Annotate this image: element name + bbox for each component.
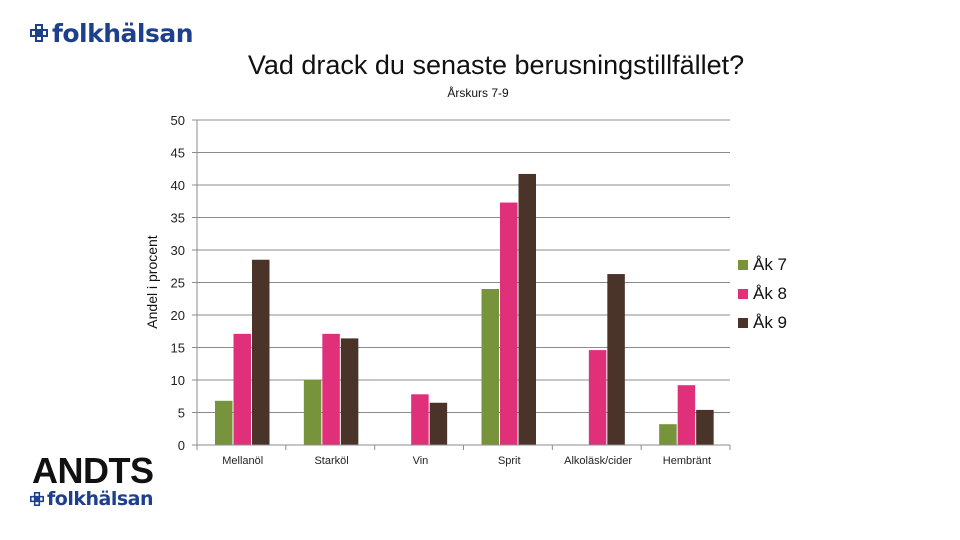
y-tick-label: 20: [171, 308, 185, 323]
folkhalsan-logo-bottom: folkhälsan: [30, 488, 154, 510]
bar-åk-8-2: [322, 333, 340, 445]
bar-åk-7-1: [215, 400, 233, 445]
chart-title: Vad drack du senaste berusningstillfälle…: [247, 50, 745, 80]
legend-swatch: [738, 317, 748, 328]
legend-label: Åk 7: [753, 254, 788, 274]
bar-åk-8-6: [677, 385, 696, 445]
legend-label: Åk 9: [753, 312, 788, 332]
bar-åk-9-3: [429, 402, 448, 445]
x-tick-label: Mellanöl: [222, 455, 263, 467]
logo-wordmark: folkhälsan: [52, 18, 194, 48]
x-tick-label: Hembränt: [663, 455, 711, 467]
bar-åk-8-4: [500, 202, 518, 445]
bar-åk-9-4: [518, 173, 536, 445]
y-tick-label: 10: [171, 373, 185, 388]
legend-swatch: [738, 288, 748, 299]
bar-åk-7-2: [303, 380, 322, 445]
logo-wordmark: folkhälsan: [47, 488, 154, 510]
x-tick-label: Vin: [413, 455, 429, 467]
y-tick-label: 35: [171, 211, 185, 226]
andts-logo-title: ANDTS: [32, 450, 154, 491]
y-tick-label: 15: [171, 341, 185, 356]
bar-åk-8-3: [411, 394, 429, 445]
legend-item-ak9: Åk 9: [738, 308, 787, 337]
bar-åk-9-6: [696, 409, 714, 445]
bar-åk-7-4: [481, 289, 499, 445]
legend-item-ak8: Åk 8: [738, 279, 787, 308]
y-tick-label: 30: [171, 243, 185, 258]
legend-swatch: [738, 259, 748, 270]
y-tick-label: 25: [171, 276, 185, 291]
bar-åk-9-5: [607, 274, 625, 445]
y-tick-label: 45: [171, 146, 185, 161]
chart-subtitle: Årskurs 7-9: [447, 86, 509, 100]
legend-label: Åk 8: [753, 283, 788, 303]
folkhalsan-cross-icon: [30, 492, 44, 506]
folkhalsan-logo-top: folkhälsan: [30, 18, 194, 48]
folkhalsan-cross-icon: [30, 24, 48, 42]
chart-legend: Åk 7 Åk 8 Åk 9: [738, 250, 787, 337]
x-tick-label: Starköl: [314, 455, 348, 467]
legend-item-ak7: Åk 7: [738, 250, 787, 279]
bar-åk-9-1: [252, 259, 270, 445]
bar-åk-8-5: [588, 350, 607, 445]
bar-åk-7-6: [659, 424, 677, 445]
y-tick-label: 40: [171, 178, 185, 193]
y-tick-label: 5: [178, 406, 185, 421]
x-tick-label: Sprit: [498, 455, 521, 467]
bar-åk-8-1: [233, 333, 251, 445]
x-tick-label: Alkoläsk/cider: [564, 455, 632, 467]
y-tick-label: 0: [178, 438, 185, 453]
y-tick-label: 50: [171, 113, 185, 128]
bar-åk-9-2: [340, 338, 359, 445]
